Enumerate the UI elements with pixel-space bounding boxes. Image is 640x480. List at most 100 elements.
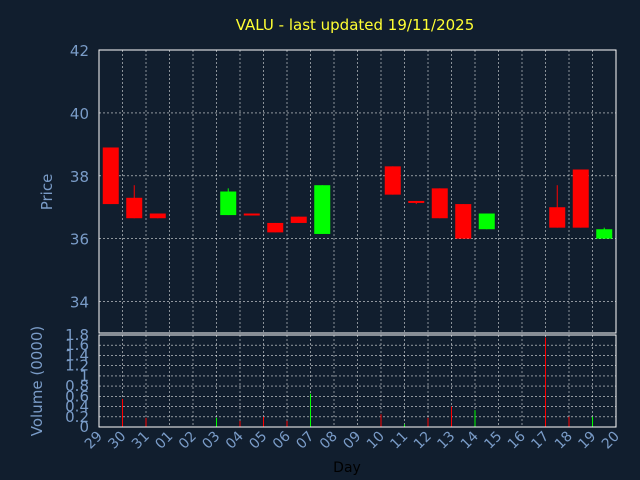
day-tick-label: 12 (411, 429, 435, 453)
day-tick-label: 13 (434, 429, 458, 453)
candle (408, 200, 425, 205)
volume-y-tick-label: 1.6 (65, 336, 89, 354)
candle (314, 185, 331, 234)
day-tick-label: 19 (575, 429, 599, 453)
candle (455, 204, 472, 239)
candle (290, 216, 307, 223)
price-y-tick-label: 36 (70, 231, 89, 249)
price-y-tick-label: 42 (70, 42, 89, 60)
day-tick-label: 10 (364, 429, 388, 453)
volume-y-tick-label: 1 (79, 367, 89, 385)
candle-body (455, 204, 472, 239)
candle-body (220, 191, 237, 216)
candle-body (126, 197, 143, 219)
volume-bar (592, 416, 593, 427)
candle (243, 213, 260, 216)
day-tick-label: 07 (293, 429, 317, 453)
candle (102, 147, 119, 205)
candle-body (596, 229, 613, 239)
day-tick-label: 16 (505, 428, 529, 452)
day-tick-label: 06 (270, 428, 294, 452)
volume-bar (451, 406, 452, 427)
volume-y-tick-label: 1.4 (65, 346, 89, 364)
volume-bar (122, 398, 123, 427)
price-y-label: Price (38, 174, 56, 211)
price-panel: 34 36 38 40 42 Price (38, 42, 617, 334)
candle-body (267, 222, 284, 233)
day-tick-label: 14 (458, 428, 482, 452)
volume-y-ticks: 00.20.40.60.811.21.41.61.8 (65, 326, 89, 436)
candle-body (408, 200, 425, 203)
candle (596, 227, 613, 239)
volume-bar (380, 414, 382, 427)
volume-y-label: Volume (0000) (28, 326, 46, 436)
price-gridlines (99, 50, 616, 333)
volume-bar (474, 410, 476, 427)
price-y-tick-label: 40 (70, 105, 89, 123)
volume-y-tick-label: 0.4 (65, 398, 89, 416)
candle-body (290, 216, 307, 223)
candle (431, 188, 448, 219)
price-plot-frame (98, 49, 617, 334)
candle (126, 185, 143, 219)
day-tick-label: 11 (387, 429, 411, 453)
volume-y-tick-label: 1.2 (65, 357, 89, 375)
day-tick-label: 15 (481, 429, 505, 453)
volume-bar (145, 417, 147, 427)
price-candles (102, 147, 613, 239)
day-tick-label: 20 (599, 429, 623, 453)
candle-body (314, 185, 331, 234)
candle-body (243, 213, 260, 216)
candle-body (384, 166, 401, 195)
volume-y-tick-label: 0.8 (65, 377, 89, 395)
volume-bar (310, 393, 311, 427)
price-y-ticks: 34 36 38 40 42 (70, 42, 89, 312)
volume-y-tick-label: 0.2 (65, 408, 89, 426)
day-tick-label: 18 (552, 429, 576, 453)
chart-title: VALU - last updated 19/11/2025 (236, 16, 475, 34)
day-tick-label: 03 (199, 429, 223, 453)
candle (149, 213, 166, 219)
candle (220, 188, 237, 216)
day-tick-label: 01 (152, 429, 176, 453)
volume-x-label: Day (333, 460, 361, 476)
volume-plot-frame (98, 334, 617, 428)
price-y-tick-label: 34 (70, 294, 89, 312)
volume-y-tick-label: 0.6 (65, 387, 89, 405)
candle-body (431, 188, 448, 219)
day-tick-label: 02 (176, 429, 200, 453)
day-tick-label: 05 (246, 429, 270, 453)
day-tick-label: 09 (340, 429, 364, 453)
candle-body (478, 213, 495, 230)
volume-y-tick-label: 1.8 (65, 326, 89, 344)
volume-bar (427, 417, 429, 427)
candle (478, 213, 495, 230)
volume-bar (263, 416, 264, 427)
candle (384, 166, 401, 195)
volume-panel: 00.20.40.60.811.21.41.61.8 Volume (0000)… (28, 326, 623, 476)
volume-bar (545, 337, 546, 427)
volume-bars (122, 337, 593, 427)
candle-body (549, 207, 566, 228)
day-tick-label: 17 (528, 429, 552, 453)
candle-body (102, 147, 119, 205)
volume-bar (286, 420, 288, 427)
volume-y-tick-label: 0 (79, 418, 89, 436)
volume-bar (404, 424, 405, 427)
candle (267, 222, 284, 233)
volume-bar (216, 417, 217, 427)
day-tick-label: 31 (129, 429, 153, 453)
volume-gridlines (99, 335, 616, 427)
day-tick-label: 30 (105, 429, 129, 453)
candle-body (572, 169, 589, 228)
day-tick-label: 04 (223, 428, 247, 452)
volume-bar (568, 416, 570, 427)
candle-body (149, 213, 166, 219)
day-tick-label: 08 (317, 429, 341, 453)
volume-bar (239, 420, 241, 427)
price-y-tick-label: 38 (70, 168, 89, 186)
candle (549, 185, 566, 228)
candle (572, 169, 589, 228)
day-x-ticks: 29 30 31 01 02 03 04 05 06 07 08 09 10 11 12 13 14 15 16 17… (82, 428, 623, 452)
